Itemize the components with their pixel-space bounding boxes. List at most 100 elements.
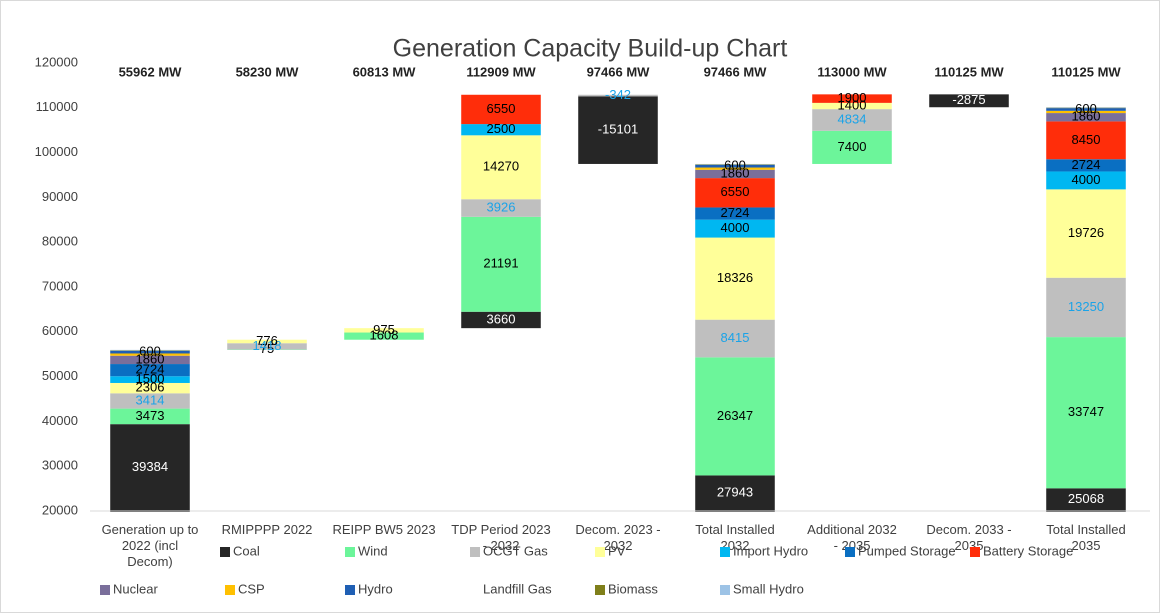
data-label: 3473 <box>136 408 165 423</box>
bar-segment <box>812 102 892 110</box>
y-tick-label: 70000 <box>42 278 78 293</box>
data-label: 4000 <box>721 220 750 235</box>
x-tick-label: Decom. 2033 -2035 <box>926 522 1011 553</box>
bar-segment <box>578 94 658 97</box>
y-tick-label: 80000 <box>42 234 78 249</box>
data-label: -15101 <box>598 122 638 137</box>
data-label: 8415 <box>721 330 750 345</box>
bar-segment <box>461 216 541 312</box>
bar-segment <box>110 382 190 394</box>
bar-segment <box>695 357 775 476</box>
bar-segment <box>695 219 775 238</box>
data-label: 6550 <box>487 101 516 116</box>
legend-label: Nuclear <box>113 581 158 596</box>
data-label: 25068 <box>1068 491 1104 506</box>
bar-segment <box>110 408 190 425</box>
legend-swatch <box>345 585 355 595</box>
bar-segment <box>1046 159 1126 172</box>
total-label: 110125 MW <box>1051 64 1121 79</box>
bar-segment <box>110 376 190 383</box>
total-label: 110125 MW <box>934 64 1004 79</box>
x-tick-label: RMIPPPP 2022 <box>222 522 313 537</box>
legend-label: Battery Storage <box>983 543 1073 558</box>
bar-segment <box>461 199 541 217</box>
y-tick-label: 100000 <box>35 144 78 159</box>
y-tick-label: 90000 <box>42 189 78 204</box>
data-label: -342 <box>605 87 631 102</box>
plot-area <box>110 94 1126 512</box>
legend-label: Pumped Storage <box>858 543 956 558</box>
bar-segment <box>929 94 1009 108</box>
bar-segment <box>695 475 775 512</box>
data-label: 1900 <box>838 90 867 105</box>
data-label: 600 <box>1075 101 1097 116</box>
legend-swatch <box>345 547 355 557</box>
legend-label: Biomass <box>608 581 658 596</box>
data-label: 33747 <box>1068 404 1104 419</box>
bar-segment <box>461 124 541 136</box>
legend-swatch <box>595 547 605 557</box>
legend-swatch <box>970 547 980 557</box>
bar-segment <box>695 237 775 320</box>
y-tick-label: 30000 <box>42 458 78 473</box>
data-label: 2724 <box>721 205 750 220</box>
bar-segment <box>1046 337 1126 489</box>
bar-segment <box>812 94 892 103</box>
bar-segment <box>695 319 775 358</box>
x-tick-label: Decom. 2023 -2032 <box>575 522 660 553</box>
data-label: 975 <box>373 322 395 337</box>
data-label: 2724 <box>1072 157 1101 172</box>
data-label: 1860 <box>1072 109 1101 124</box>
data-label: 19726 <box>1068 225 1104 240</box>
x-tick-label: REIPP BW5 2023 <box>332 522 435 537</box>
bar-segment <box>695 167 775 170</box>
bar-segment <box>1046 277 1126 338</box>
x-tick-label: Total Installed 2035 <box>1046 522 1126 553</box>
legend-swatch <box>470 585 480 595</box>
data-label: 2724 <box>136 362 165 377</box>
data-label: 75 <box>260 341 274 356</box>
data-label: -2875 <box>952 92 985 107</box>
y-tick-label: 110000 <box>36 99 78 114</box>
bar-segment <box>812 130 892 164</box>
data-label: 13250 <box>1068 299 1104 314</box>
legend-label: CSP <box>238 581 265 596</box>
data-label: 1860 <box>136 351 165 366</box>
legend-label: Small Hydro <box>733 581 804 596</box>
bar-segment <box>1046 110 1126 114</box>
bar-segment <box>227 343 307 350</box>
bar-segment <box>1046 121 1126 160</box>
legend-swatch <box>100 585 110 595</box>
legend-label: Landfill Gas <box>483 581 552 596</box>
data-label: 1418 <box>253 338 282 353</box>
bar-segment <box>695 207 775 220</box>
bar-segment <box>1046 189 1126 278</box>
bar-segment <box>1046 108 1126 111</box>
data-label: 1860 <box>721 165 750 180</box>
bar-segment <box>110 353 190 356</box>
data-label: 39384 <box>132 459 168 474</box>
data-label: 4000 <box>1072 172 1101 187</box>
bar-segment <box>578 96 658 164</box>
legend-swatch <box>220 547 230 557</box>
total-label: 97466 MW <box>587 64 651 79</box>
data-label: 4834 <box>838 111 867 126</box>
y-tick-label: 40000 <box>42 413 78 428</box>
bar-segment <box>461 135 541 200</box>
data-label: 21191 <box>483 256 518 271</box>
data-label: 8450 <box>1072 132 1101 147</box>
bar-segment <box>227 339 307 344</box>
legend-label: Coal <box>233 543 260 558</box>
x-tick-label: Generation up to 2022 (incl Decom) <box>102 522 199 569</box>
bar-segment <box>695 178 775 208</box>
data-label: 6550 <box>721 184 750 199</box>
y-tick-label: 60000 <box>42 323 78 338</box>
data-label: 27943 <box>717 485 753 500</box>
data-label: 26347 <box>717 408 753 423</box>
data-label: 3414 <box>136 392 165 407</box>
data-label: 7400 <box>838 139 867 154</box>
y-tick-label: 120000 <box>35 54 78 69</box>
x-tick-label: Additional 2032- 2035 <box>807 522 897 553</box>
